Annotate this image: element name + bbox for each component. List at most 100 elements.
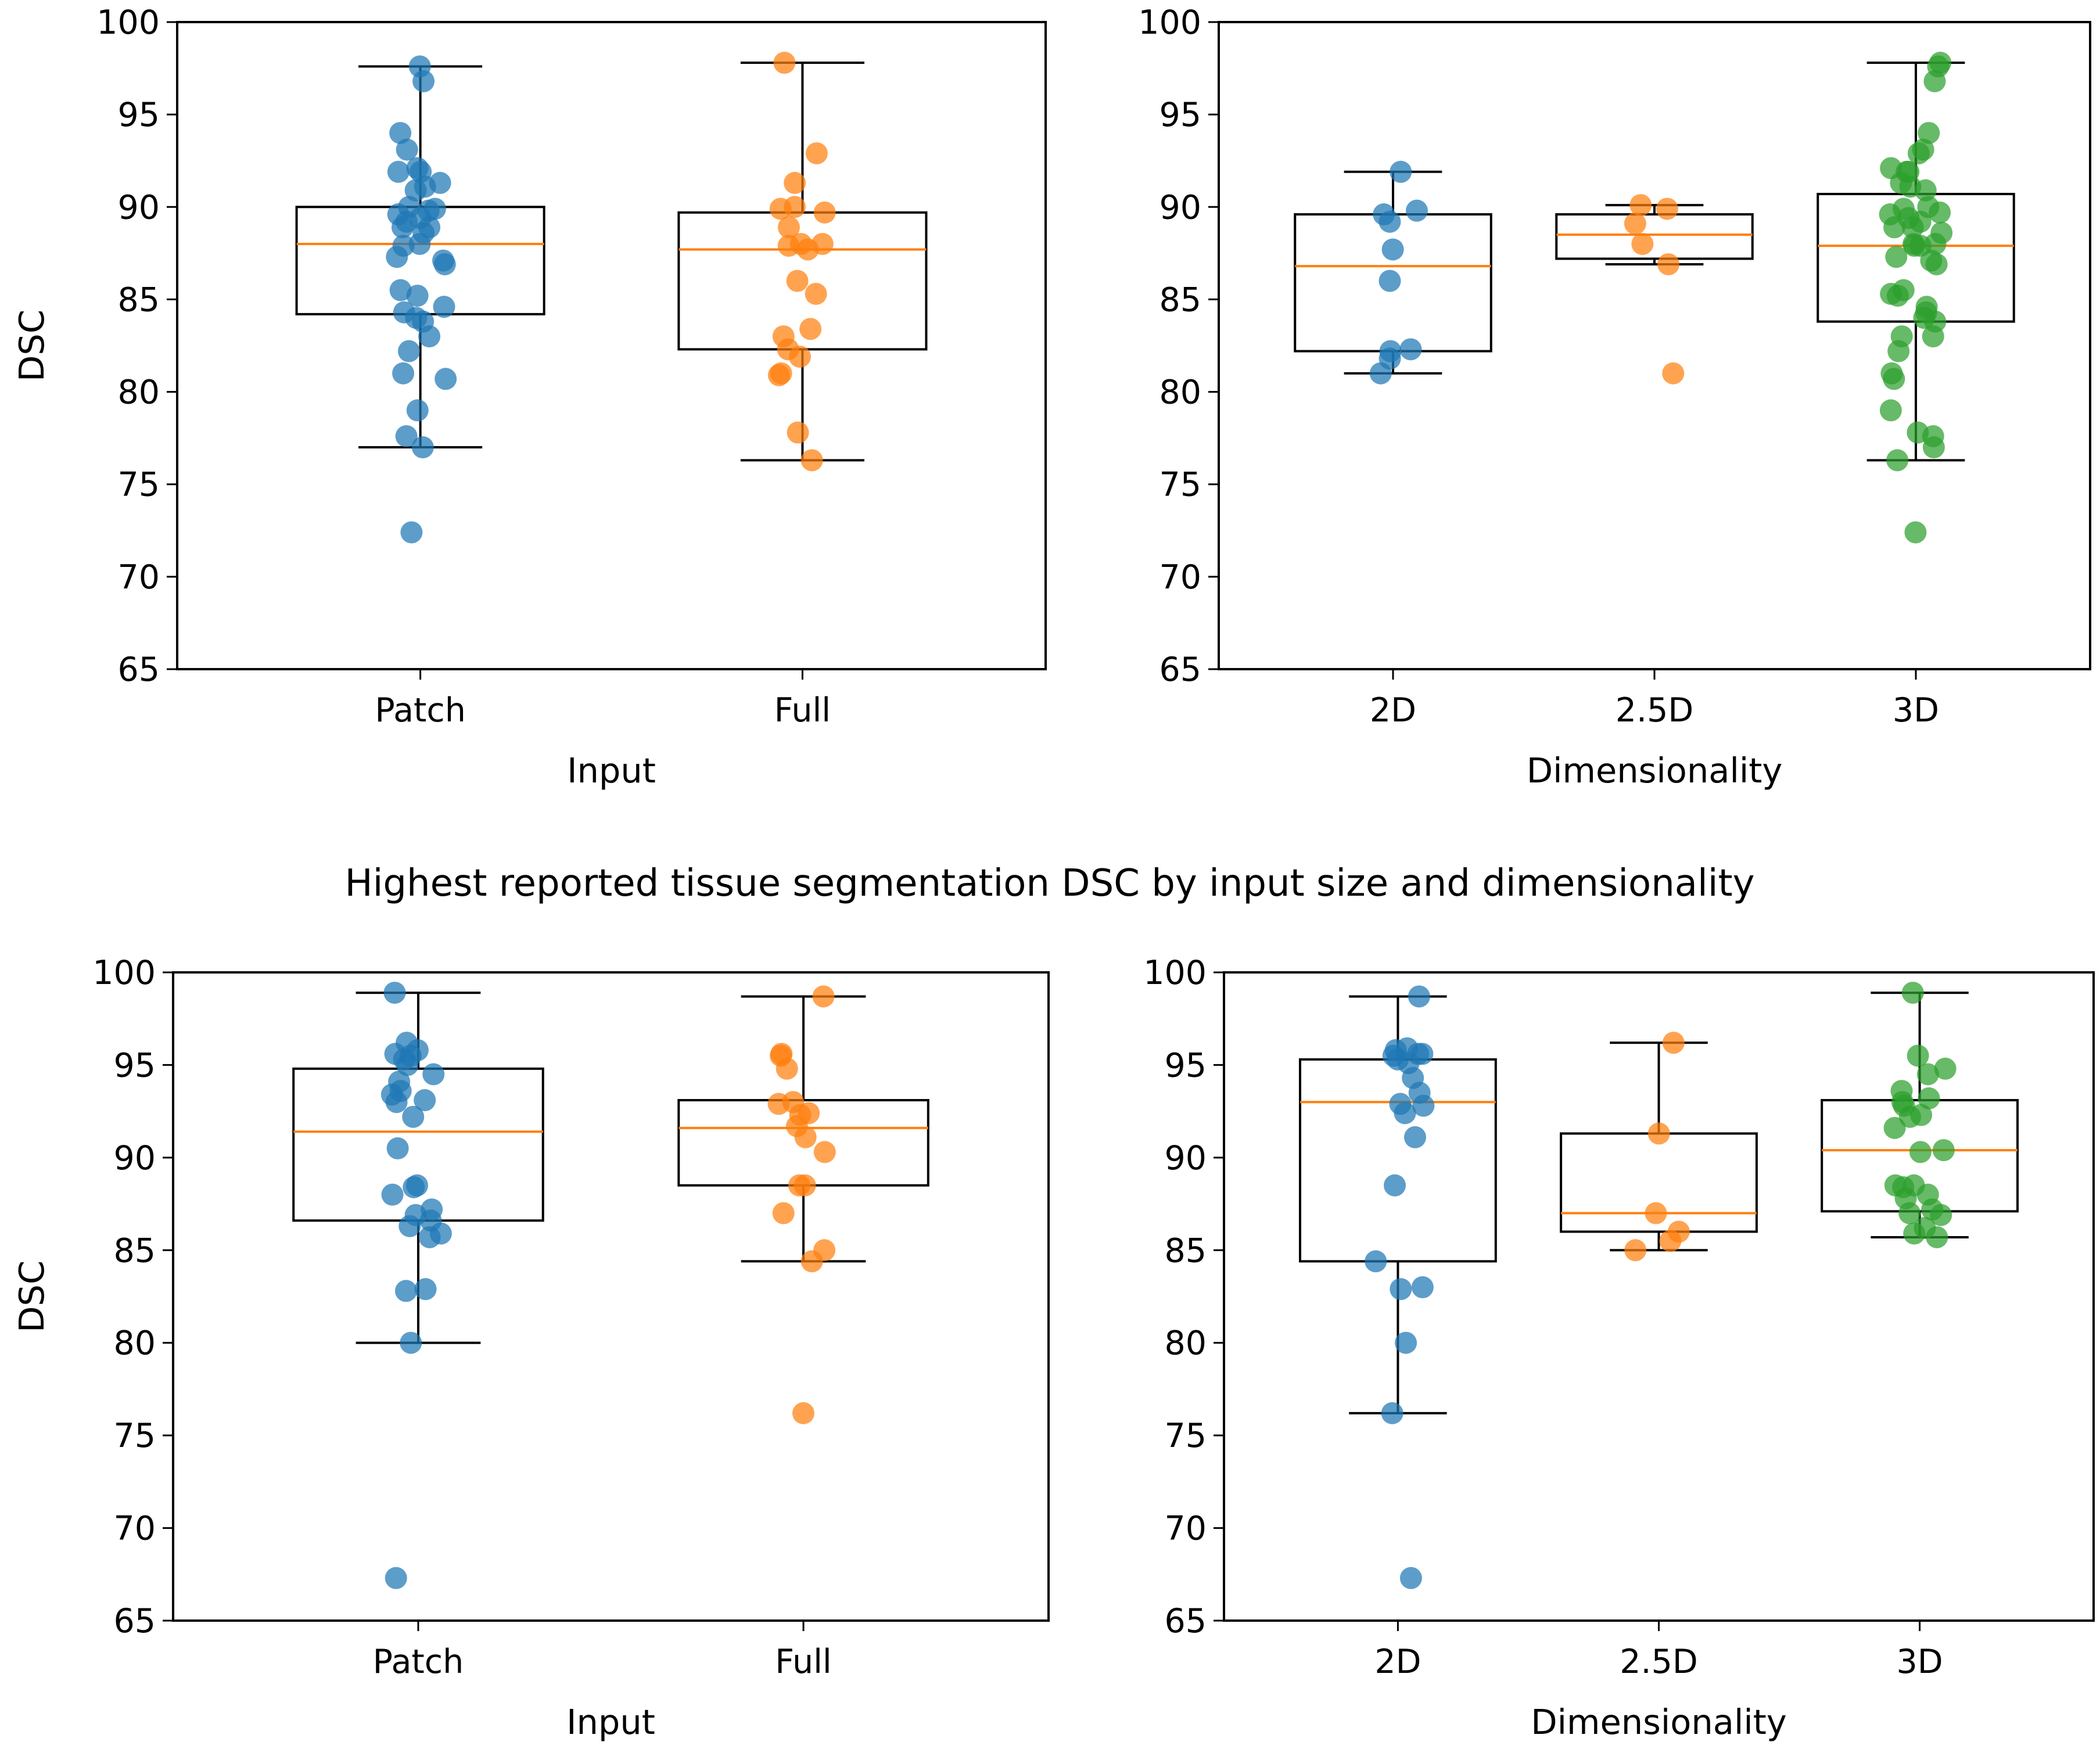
data-point <box>383 982 406 1004</box>
data-point <box>1901 982 1924 1004</box>
data-point <box>1901 216 1924 239</box>
data-point <box>385 1091 408 1114</box>
data-point <box>414 1089 436 1112</box>
y-tick-label: 80 <box>117 373 160 412</box>
data-point <box>777 216 800 239</box>
data-point <box>406 399 429 422</box>
data-point <box>402 1105 425 1128</box>
x-tick-label: Full <box>775 1643 831 1681</box>
data-point <box>1662 1032 1685 1054</box>
y-tick-label: 80 <box>1164 1324 1207 1363</box>
data-point <box>1403 1126 1426 1148</box>
data-point <box>403 1176 425 1198</box>
data-point <box>813 1141 836 1163</box>
y-tick-label: 100 <box>92 954 156 992</box>
data-point <box>1930 1204 1952 1226</box>
data-point <box>788 1174 810 1197</box>
data-point <box>404 179 427 202</box>
y-tick-label: 65 <box>1159 651 1201 689</box>
y-tick-label: 90 <box>113 1139 156 1177</box>
data-point <box>1883 368 1905 390</box>
y-tick-label: 70 <box>1159 558 1201 597</box>
data-point <box>1645 1202 1667 1224</box>
data-point <box>1381 238 1404 261</box>
data-point <box>411 436 434 459</box>
y-tick-label: 75 <box>113 1417 156 1455</box>
figure-suptitle: Highest reported tissue segmentation DSC… <box>345 862 1755 905</box>
data-point <box>1887 340 1910 362</box>
data-point <box>1929 201 1951 224</box>
data-point <box>786 270 809 292</box>
y-axis-label: DSC <box>12 310 52 382</box>
data-point <box>1925 253 1948 275</box>
chart-bottom-right: 65 70 75 80 85 90 95 100 2D 2.5D 3D Dimensionality <box>1143 954 2095 1742</box>
data-point <box>1885 246 1908 268</box>
x-tick-label: Full <box>774 691 831 730</box>
data-point <box>385 1567 407 1589</box>
data-point <box>1379 270 1401 292</box>
data-point <box>1399 1567 1422 1589</box>
x-axis-label: Input <box>566 1702 655 1742</box>
y-tick-label: 85 <box>113 1231 156 1270</box>
y-tick-label: 95 <box>1164 1046 1207 1084</box>
data-point <box>1903 1222 1926 1245</box>
x-axis-label: Input <box>567 750 656 791</box>
data-point <box>1922 436 1945 459</box>
y-tick-label: 75 <box>1159 466 1201 504</box>
chart-top-left: 65 70 75 80 85 90 95 100 Patch Full Input DSC <box>12 3 1047 791</box>
data-point <box>1909 1141 1932 1163</box>
data-point <box>773 52 796 74</box>
data-point <box>813 201 836 224</box>
data-point <box>396 138 418 161</box>
data-point <box>391 216 414 239</box>
y-tick-label: 70 <box>1164 1510 1207 1548</box>
data-point <box>769 197 792 220</box>
data-point <box>788 346 811 368</box>
data-point <box>767 1093 790 1115</box>
data-point <box>400 1331 422 1354</box>
axes-frame <box>1223 971 2095 1622</box>
data-point <box>1879 399 1902 422</box>
box-2D <box>1298 1058 1497 1263</box>
data-point <box>1399 338 1422 361</box>
data-point <box>1395 1331 1417 1354</box>
y-tick-label: 95 <box>1159 96 1201 134</box>
data-point <box>796 238 819 261</box>
x-tick-label: 2D <box>1370 691 1416 730</box>
data-point <box>800 1250 823 1273</box>
data-point <box>1907 142 1930 164</box>
data-point <box>767 364 790 386</box>
chart-bottom-left: 65 70 75 80 85 90 95 100 Patch Full Input DSC <box>12 954 1050 1742</box>
y-tick-label: 65 <box>113 1602 156 1640</box>
y-tick-label: 100 <box>1143 954 1207 992</box>
data-point <box>1898 1105 1921 1128</box>
y-tick-label: 80 <box>1159 373 1201 412</box>
y-tick-label: 80 <box>113 1324 156 1363</box>
data-point <box>412 70 435 92</box>
data-point <box>387 160 410 183</box>
data-point <box>777 235 800 257</box>
y-axis-label: DSC <box>12 1260 52 1333</box>
axes-frame <box>172 971 1050 1622</box>
y-tick-label: 85 <box>117 281 160 319</box>
x-tick-label: 3D <box>1897 1643 1943 1681</box>
data-point <box>1932 1139 1955 1162</box>
data-point <box>1647 1122 1670 1145</box>
data-point <box>386 246 408 268</box>
data-point <box>1381 1402 1403 1424</box>
y-tick-label: 65 <box>1164 1602 1207 1640</box>
y-tick-label: 70 <box>117 558 160 597</box>
data-point <box>787 421 809 444</box>
data-point <box>1898 1202 1921 1224</box>
x-tick-label: 3D <box>1893 691 1939 730</box>
data-point <box>1390 1278 1412 1301</box>
data-point <box>776 1057 798 1080</box>
data-point <box>389 121 412 144</box>
data-point <box>1624 212 1646 235</box>
data-point <box>414 1278 437 1301</box>
data-point <box>1394 1102 1416 1125</box>
data-point <box>772 1202 795 1224</box>
x-tick-label: 2D <box>1374 1643 1421 1681</box>
data-point <box>1624 1239 1647 1262</box>
data-point <box>392 362 415 385</box>
